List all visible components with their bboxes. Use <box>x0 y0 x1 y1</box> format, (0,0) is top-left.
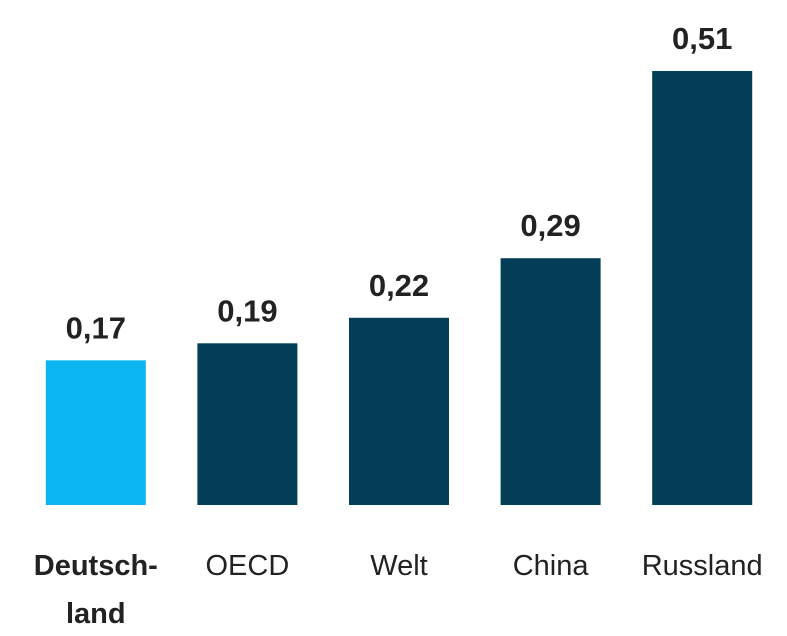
bar <box>45 360 146 505</box>
value-label: 0,29 <box>520 208 580 243</box>
x-tick-label: China <box>512 550 589 582</box>
x-tick-label: Deutsch- land <box>33 550 158 630</box>
bar <box>349 317 449 505</box>
bar <box>197 343 298 505</box>
value-label: 0,19 <box>217 293 277 328</box>
x-tick-label: OECD <box>205 550 290 582</box>
value-label: 0,22 <box>369 268 429 303</box>
value-label: 0,51 <box>672 21 732 56</box>
bar <box>652 71 753 505</box>
x-tick-label: Welt <box>370 550 428 582</box>
bar <box>500 258 601 505</box>
x-tick-label: Russland <box>641 550 763 582</box>
value-label: 0,17 <box>66 310 126 345</box>
